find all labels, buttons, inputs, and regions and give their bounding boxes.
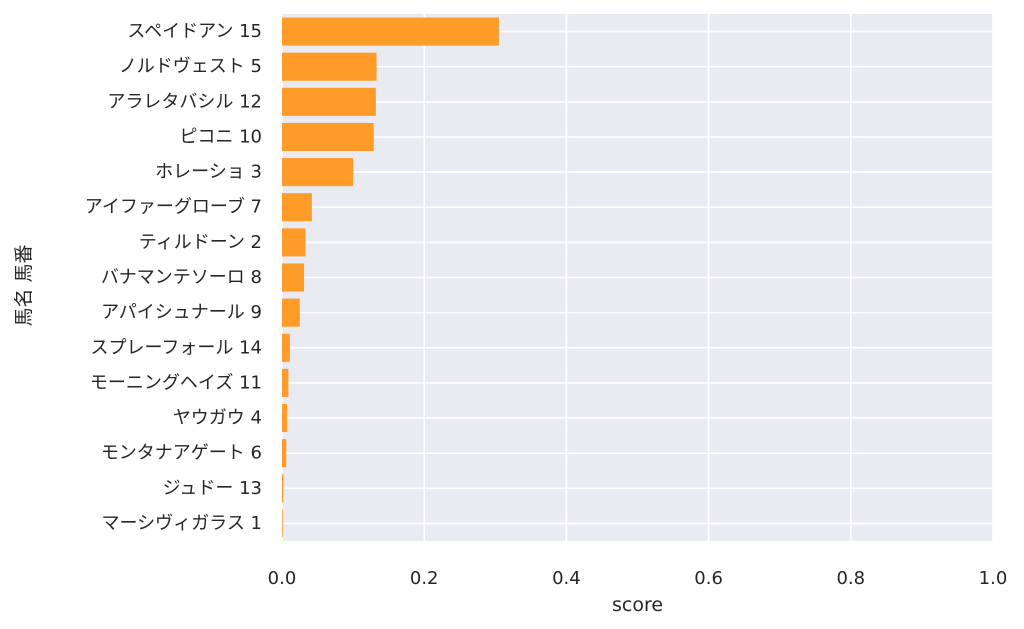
bar-5 xyxy=(282,193,312,222)
x-tick-label-0: 0.0 xyxy=(268,568,297,589)
category-label-7: バナマンテソーロ 8 xyxy=(101,267,262,288)
bar-2 xyxy=(282,87,376,116)
category-label-0: スペイドアン 15 xyxy=(127,21,262,42)
x-tick-labels: 0.0 0.2 0.4 0.6 0.8 1.0 xyxy=(268,568,1008,589)
category-label-5: アイファーグローブ 7 xyxy=(85,196,262,218)
category-labels: スペイドアン 15 ノルドヴェスト 5 アラレタバシル 12 ピコニ 10 ホレーショ … xyxy=(85,21,262,534)
x-axis-title: score xyxy=(612,594,663,616)
category-label-10: モーニングヘイズ 11 xyxy=(90,372,262,393)
x-tick-label-4: 0.8 xyxy=(836,568,865,589)
category-label-9: スプレーフォール 14 xyxy=(90,337,262,358)
bars xyxy=(282,17,499,538)
grid-lines xyxy=(281,14,994,541)
category-label-11: ヤウガウ 4 xyxy=(173,408,262,429)
bar-14 xyxy=(282,509,283,538)
bar-3 xyxy=(282,122,374,152)
bar-9 xyxy=(282,333,290,362)
y-axis-title: 馬名 馬番 xyxy=(13,244,35,326)
category-label-8: アパイシュナール 9 xyxy=(101,302,262,323)
x-tick-label-2: 0.4 xyxy=(552,568,581,589)
category-label-12: モンタナアゲート 6 xyxy=(101,443,262,464)
bar-4 xyxy=(282,158,354,187)
bar-10 xyxy=(282,368,289,397)
bar-13 xyxy=(282,474,284,503)
bar-6 xyxy=(282,228,306,257)
bar-8 xyxy=(282,298,300,327)
bar-12 xyxy=(282,439,287,468)
bar-11 xyxy=(282,403,287,433)
category-label-3: ピコニ 10 xyxy=(179,126,262,147)
category-label-2: アラレタバシル 12 xyxy=(107,91,262,112)
bar-7 xyxy=(282,263,305,292)
category-label-14: マーシヴィガラス 1 xyxy=(102,513,262,534)
x-tick-label-1: 0.2 xyxy=(410,568,439,589)
bar-0 xyxy=(282,17,499,46)
x-tick-label-3: 0.6 xyxy=(694,568,723,589)
x-tick-label-5: 1.0 xyxy=(979,568,1008,589)
category-label-1: ノルドヴェスト 5 xyxy=(119,56,262,77)
category-label-6: ティルドーン 2 xyxy=(139,232,262,253)
category-label-13: ジュドー 13 xyxy=(163,478,262,499)
bar-1 xyxy=(282,52,377,81)
category-label-4: ホレーショ 3 xyxy=(155,162,262,183)
